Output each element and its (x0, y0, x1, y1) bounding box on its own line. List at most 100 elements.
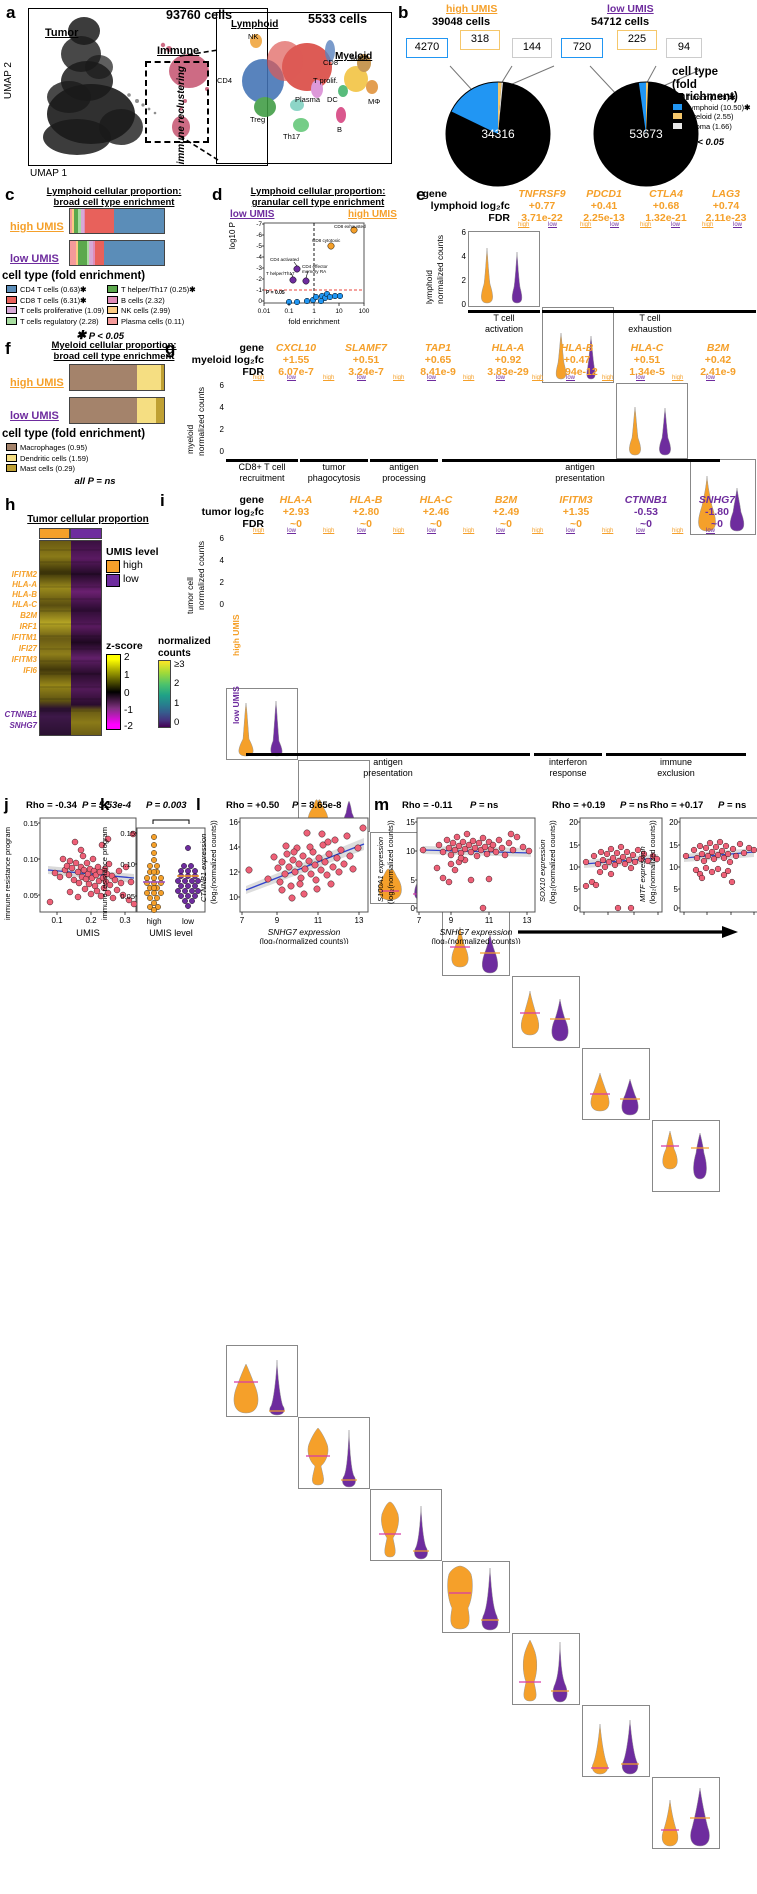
violin-pair (591, 1719, 639, 1775)
panel-g-col-high-4: high (532, 375, 544, 381)
swatch-mast (6, 464, 17, 472)
segment-th17 (77, 241, 87, 265)
cluster-label-cd4: CD4 (217, 76, 233, 85)
violin-pair (698, 475, 745, 532)
panel-i-fdr-1: ~0 (360, 518, 372, 530)
pie-low-stroma-callout (666, 38, 702, 58)
panel-g-gene-3: HLA-A (491, 342, 525, 354)
pie-high-myeloid-value: 318 (470, 33, 490, 45)
panel-a-x-axis-label: UMAP 1 (30, 168, 68, 179)
panel-g-gene-2: TAP1 (424, 342, 452, 354)
panel-c-footnote: ✱ P < 0.05 (75, 328, 124, 342)
panel-m-y-axis-label-1-0: S100A1 expression (376, 836, 385, 902)
panel-i-ytick-0: 0 (219, 600, 224, 609)
panel-i-colorbar (158, 660, 171, 728)
panel-label-i: i (160, 491, 165, 510)
svg-text:11: 11 (485, 916, 494, 925)
tumor-umap-scatter (43, 17, 209, 155)
panel-g-fc-4: +0.47 (563, 354, 591, 366)
svg-text:-6: -6 (256, 232, 262, 239)
panel-m-scatter-plot-1: 20 15 10 5 0 (569, 817, 663, 915)
svg-text:11: 11 (314, 916, 323, 925)
panel-h-scale-tick-2: 2 (124, 652, 130, 663)
panel-i-col-low-4: low (566, 528, 576, 534)
panel-f-bar-low (69, 397, 165, 424)
legend-item-cd4: CD4 T cells (0.63)✱ (6, 285, 104, 296)
panel-g-group-bar-2 (370, 459, 438, 462)
panel-i-group-bar-0 (246, 753, 530, 756)
panel-e-col-low-1: low (610, 222, 620, 228)
pie-high-myeloid-callout (460, 30, 500, 50)
panel-e-gene-0: TNFRSF9 (518, 188, 566, 200)
panel-h-heatmap (39, 540, 102, 736)
panel-m-stat-rho-1: Rho = +0.19 (552, 800, 606, 811)
cluster-label-nk: NK (248, 32, 259, 41)
svg-text:0.01: 0.01 (258, 308, 271, 315)
panel-g-violin-hlab (512, 976, 580, 1048)
panel-i-group-label-0-l2: presentation (363, 768, 413, 778)
panel-g-col-high-0: high (253, 375, 265, 381)
panel-e-y-axis-label-2: normalized counts (435, 235, 445, 304)
panel-m-y-axis-label-1-1: SOX10 expression (538, 839, 547, 902)
legend-item-th17: T helper/Th17 (0.25)✱ (107, 285, 196, 296)
legend-item-nk: NK cells (2.99) (107, 306, 196, 317)
panel-h-gene-ifitm3: IFITM3 (11, 655, 37, 664)
panel-b-legend-title-1: cell type (672, 66, 719, 78)
svg-text:-5: -5 (256, 243, 262, 250)
segment-cd8 (95, 241, 104, 265)
panel-m-y-axis-label-1-2: MITF expression (638, 846, 647, 902)
panel-h-scale-tick-m2: -2 (124, 721, 133, 732)
violin-pair (555, 332, 596, 380)
panel-f-legend: Macrophages (0.95) Dendritic cells (1.59… (6, 443, 88, 475)
panel-g-gene-5: HLA-C (630, 342, 664, 354)
panel-i-scale-tick-1: 1 (174, 698, 180, 709)
svg-text:0.15: 0.15 (23, 819, 38, 828)
reclustering-arrow-label: immune reclustering (176, 66, 187, 165)
panel-e-fdr-3: 2.11e-23 (705, 212, 747, 224)
panel-m-stat-p-0: P = ns (470, 800, 499, 811)
panel-g-gene-1: SLAMF7 (345, 342, 387, 354)
violin-pair (306, 1427, 357, 1488)
panel-label-m: m (374, 795, 390, 814)
violin-pair (238, 700, 283, 757)
panel-g-col-low-5: low (636, 375, 646, 381)
segment-nk (71, 209, 75, 233)
svg-text:-2: -2 (256, 276, 262, 283)
svg-text:-1: -1 (256, 287, 262, 294)
panel-i-y-axis-label: tumor cell (185, 577, 195, 614)
legend-item-macrophages: Macrophages (0.95) (6, 443, 88, 454)
svg-text:low: low (182, 917, 194, 926)
panel-g-fc-6: +0.42 (704, 354, 732, 366)
swatch-bcells (107, 295, 118, 304)
svg-text:0.10: 0.10 (23, 855, 38, 864)
panel-i-scale-title-1: normalized (158, 636, 211, 647)
panel-j-y-axis-label: immune resistance program (3, 827, 12, 920)
panel-i-fc-1: +2.80 (352, 506, 380, 518)
panel-i-group-label-1-l2: response (549, 768, 587, 778)
panel-i-fc-3: +2.49 (492, 506, 520, 518)
panel-b-legend: Tumor (0.88)✱ Lymphoid (10.50)✱ Myeloid … (672, 93, 750, 131)
panel-i-ytick-6: 6 (219, 534, 224, 543)
svg-text:13: 13 (523, 916, 532, 925)
panel-m-stat-rho-2: Rho = +0.17 (650, 800, 704, 811)
svg-text:20: 20 (669, 818, 678, 827)
cluster-label-mphi: MΦ (368, 97, 381, 106)
panel-g-ytick-6: 6 (219, 381, 224, 390)
panel-h-gene-snhg7: SNHG7 (9, 721, 37, 730)
panel-i-col-high-0: high (253, 528, 265, 534)
svg-text:0.05: 0.05 (120, 892, 135, 901)
panel-label-e: e (416, 185, 426, 204)
panel-e-group-label-1-l2: exhaustion (628, 324, 672, 334)
panel-b-footnote: ✱ P < 0.05 (676, 134, 725, 148)
legend-item-dendritic: Dendritic cells (1.59) (6, 453, 88, 465)
panel-i-group-label-2-l1: immune (659, 757, 692, 767)
swatch-dendritic (6, 453, 17, 462)
panel-g-violin-hlac (582, 1048, 650, 1120)
panel-m-scatter-plot-2: 20 15 10 5 0 (669, 817, 757, 915)
panel-h-gene-ctnnb1: CTNNB1 (4, 710, 37, 719)
swatch-cd8 (6, 295, 17, 304)
segment-dendritic (136, 398, 157, 423)
panel-g-col-high-2: high (393, 375, 405, 381)
panel-i-col-high-5: high (602, 528, 614, 534)
pie-high-center-value: 34316 (481, 127, 515, 141)
